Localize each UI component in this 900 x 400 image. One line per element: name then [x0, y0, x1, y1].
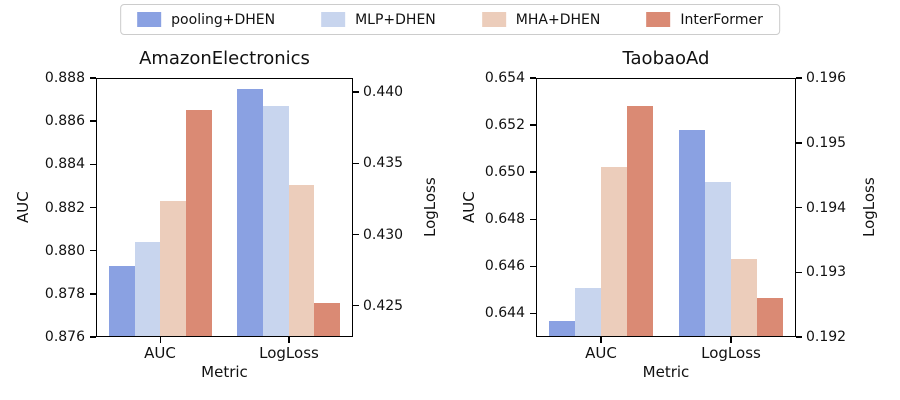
y-tick: [796, 142, 802, 144]
y-tick: [530, 218, 536, 221]
bar-auc-pooling+DHEN: [549, 320, 575, 337]
legend-item-interformer: InterFormer: [646, 12, 763, 28]
bar-auc-MLP+DHEN: [134, 242, 161, 337]
y-tick: [90, 336, 96, 338]
y-tick: [90, 163, 96, 166]
y-tick-label: 0.193: [806, 264, 847, 281]
chart-title: TaobaoAd: [622, 48, 710, 69]
y-tick-label: 0.192: [806, 329, 847, 345]
legend-label-pooling-dhen: pooling+DHEN: [171, 11, 276, 28]
y-tick-label: 0.195: [806, 134, 847, 151]
plot-area: [96, 78, 353, 337]
legend-label-mha-dhen: MHA+DHEN: [515, 11, 601, 28]
y-tick: [353, 304, 359, 307]
legend-swatch-interformer: [646, 12, 671, 27]
y-tick: [353, 162, 359, 165]
chart-legend: pooling+DHEN MLP+DHEN MHA+DHEN InterForm…: [120, 4, 780, 35]
y-tick: [530, 265, 536, 268]
y-tick-label: 0.646: [484, 258, 525, 275]
bar-logloss-MHA+DHEN: [288, 184, 315, 337]
y-tick-label: 0.880: [44, 242, 85, 259]
y-tick-label: 0.440: [363, 84, 404, 101]
y-tick-label: 0.878: [44, 285, 85, 302]
plot-area: [536, 78, 796, 337]
bar-logloss-pooling+DHEN: [679, 129, 705, 337]
bar-auc-MHA+DHEN: [160, 201, 186, 337]
bar-logloss-MHA+DHEN: [731, 259, 757, 337]
bar-auc-InterFormer: [185, 110, 212, 337]
bar-logloss-InterFormer: [757, 298, 783, 337]
bar-auc-MLP+DHEN: [575, 287, 601, 337]
y-tick: [796, 271, 802, 273]
x-tick: [600, 337, 602, 343]
y-tick: [796, 336, 802, 338]
y-tick-label: 0.882: [44, 199, 85, 216]
y-tick-label: 0.888: [44, 70, 85, 86]
y-tick: [90, 120, 96, 122]
chart-title: AmazonElectronics: [139, 48, 310, 69]
y-tick-label: 0.648: [484, 211, 525, 228]
x-tick-label-logloss: LogLoss: [259, 344, 319, 362]
y-tick: [90, 77, 96, 79]
x-axis-label: Metric: [201, 363, 248, 381]
y-tick: [90, 293, 96, 295]
bar-auc-MHA+DHEN: [601, 167, 627, 337]
y-tick: [530, 77, 536, 79]
y-tick: [530, 124, 536, 126]
y-tick-label: 0.884: [44, 156, 85, 173]
left-y-axis-label: AUC: [460, 191, 478, 224]
legend-swatch-mha-dhen: [481, 12, 506, 27]
y-tick: [530, 312, 536, 315]
left-y-axis-label: AUC: [14, 191, 32, 224]
x-tick: [730, 337, 732, 343]
bar-logloss-pooling+DHEN: [237, 89, 264, 337]
y-tick-label: 0.652: [484, 117, 525, 134]
y-tick-label: 0.194: [806, 199, 847, 216]
y-tick: [796, 77, 802, 79]
y-tick-label: 0.654: [484, 70, 525, 86]
legend-swatch-mlp-dhen: [321, 12, 346, 27]
legend-item-mha-dhen: MHA+DHEN: [481, 11, 601, 28]
legend-swatch-pooling-dhen: [137, 12, 162, 27]
y-tick-label: 0.650: [484, 164, 525, 181]
y-tick: [353, 233, 359, 236]
y-tick: [353, 91, 359, 93]
y-tick-label: 0.644: [484, 305, 525, 322]
x-tick-label-auc: AUC: [144, 344, 176, 362]
right-y-axis-label: LogLoss: [421, 177, 439, 238]
legend-item-mlp-dhen: MLP+DHEN: [321, 12, 436, 28]
bar-logloss-MLP+DHEN: [705, 181, 731, 337]
x-tick-label-logloss: LogLoss: [701, 344, 761, 362]
legend-item-pooling-dhen: pooling+DHEN: [137, 12, 275, 28]
x-tick-label-auc: AUC: [585, 344, 617, 362]
y-tick-label: 0.430: [363, 226, 404, 243]
right-y-axis-label: LogLoss: [860, 177, 878, 238]
legend-label-mlp-dhen: MLP+DHEN: [355, 11, 436, 28]
bar-logloss-InterFormer: [314, 302, 341, 337]
legend-label-interformer: InterFormer: [680, 11, 763, 28]
y-tick: [530, 171, 536, 173]
y-tick-label: 0.435: [363, 155, 404, 172]
y-tick-label: 0.876: [44, 329, 85, 345]
y-tick: [90, 206, 96, 209]
bar-auc-pooling+DHEN: [108, 265, 135, 337]
y-tick-label: 0.425: [363, 297, 404, 314]
y-tick: [90, 249, 96, 252]
y-tick-label: 0.196: [806, 70, 847, 86]
x-tick: [288, 337, 290, 343]
x-tick: [159, 337, 161, 343]
bar-auc-InterFormer: [627, 106, 653, 337]
bar-logloss-MLP+DHEN: [263, 106, 289, 337]
y-tick-label: 0.886: [44, 113, 85, 130]
y-tick: [796, 206, 802, 209]
x-axis-label: Metric: [642, 363, 690, 381]
